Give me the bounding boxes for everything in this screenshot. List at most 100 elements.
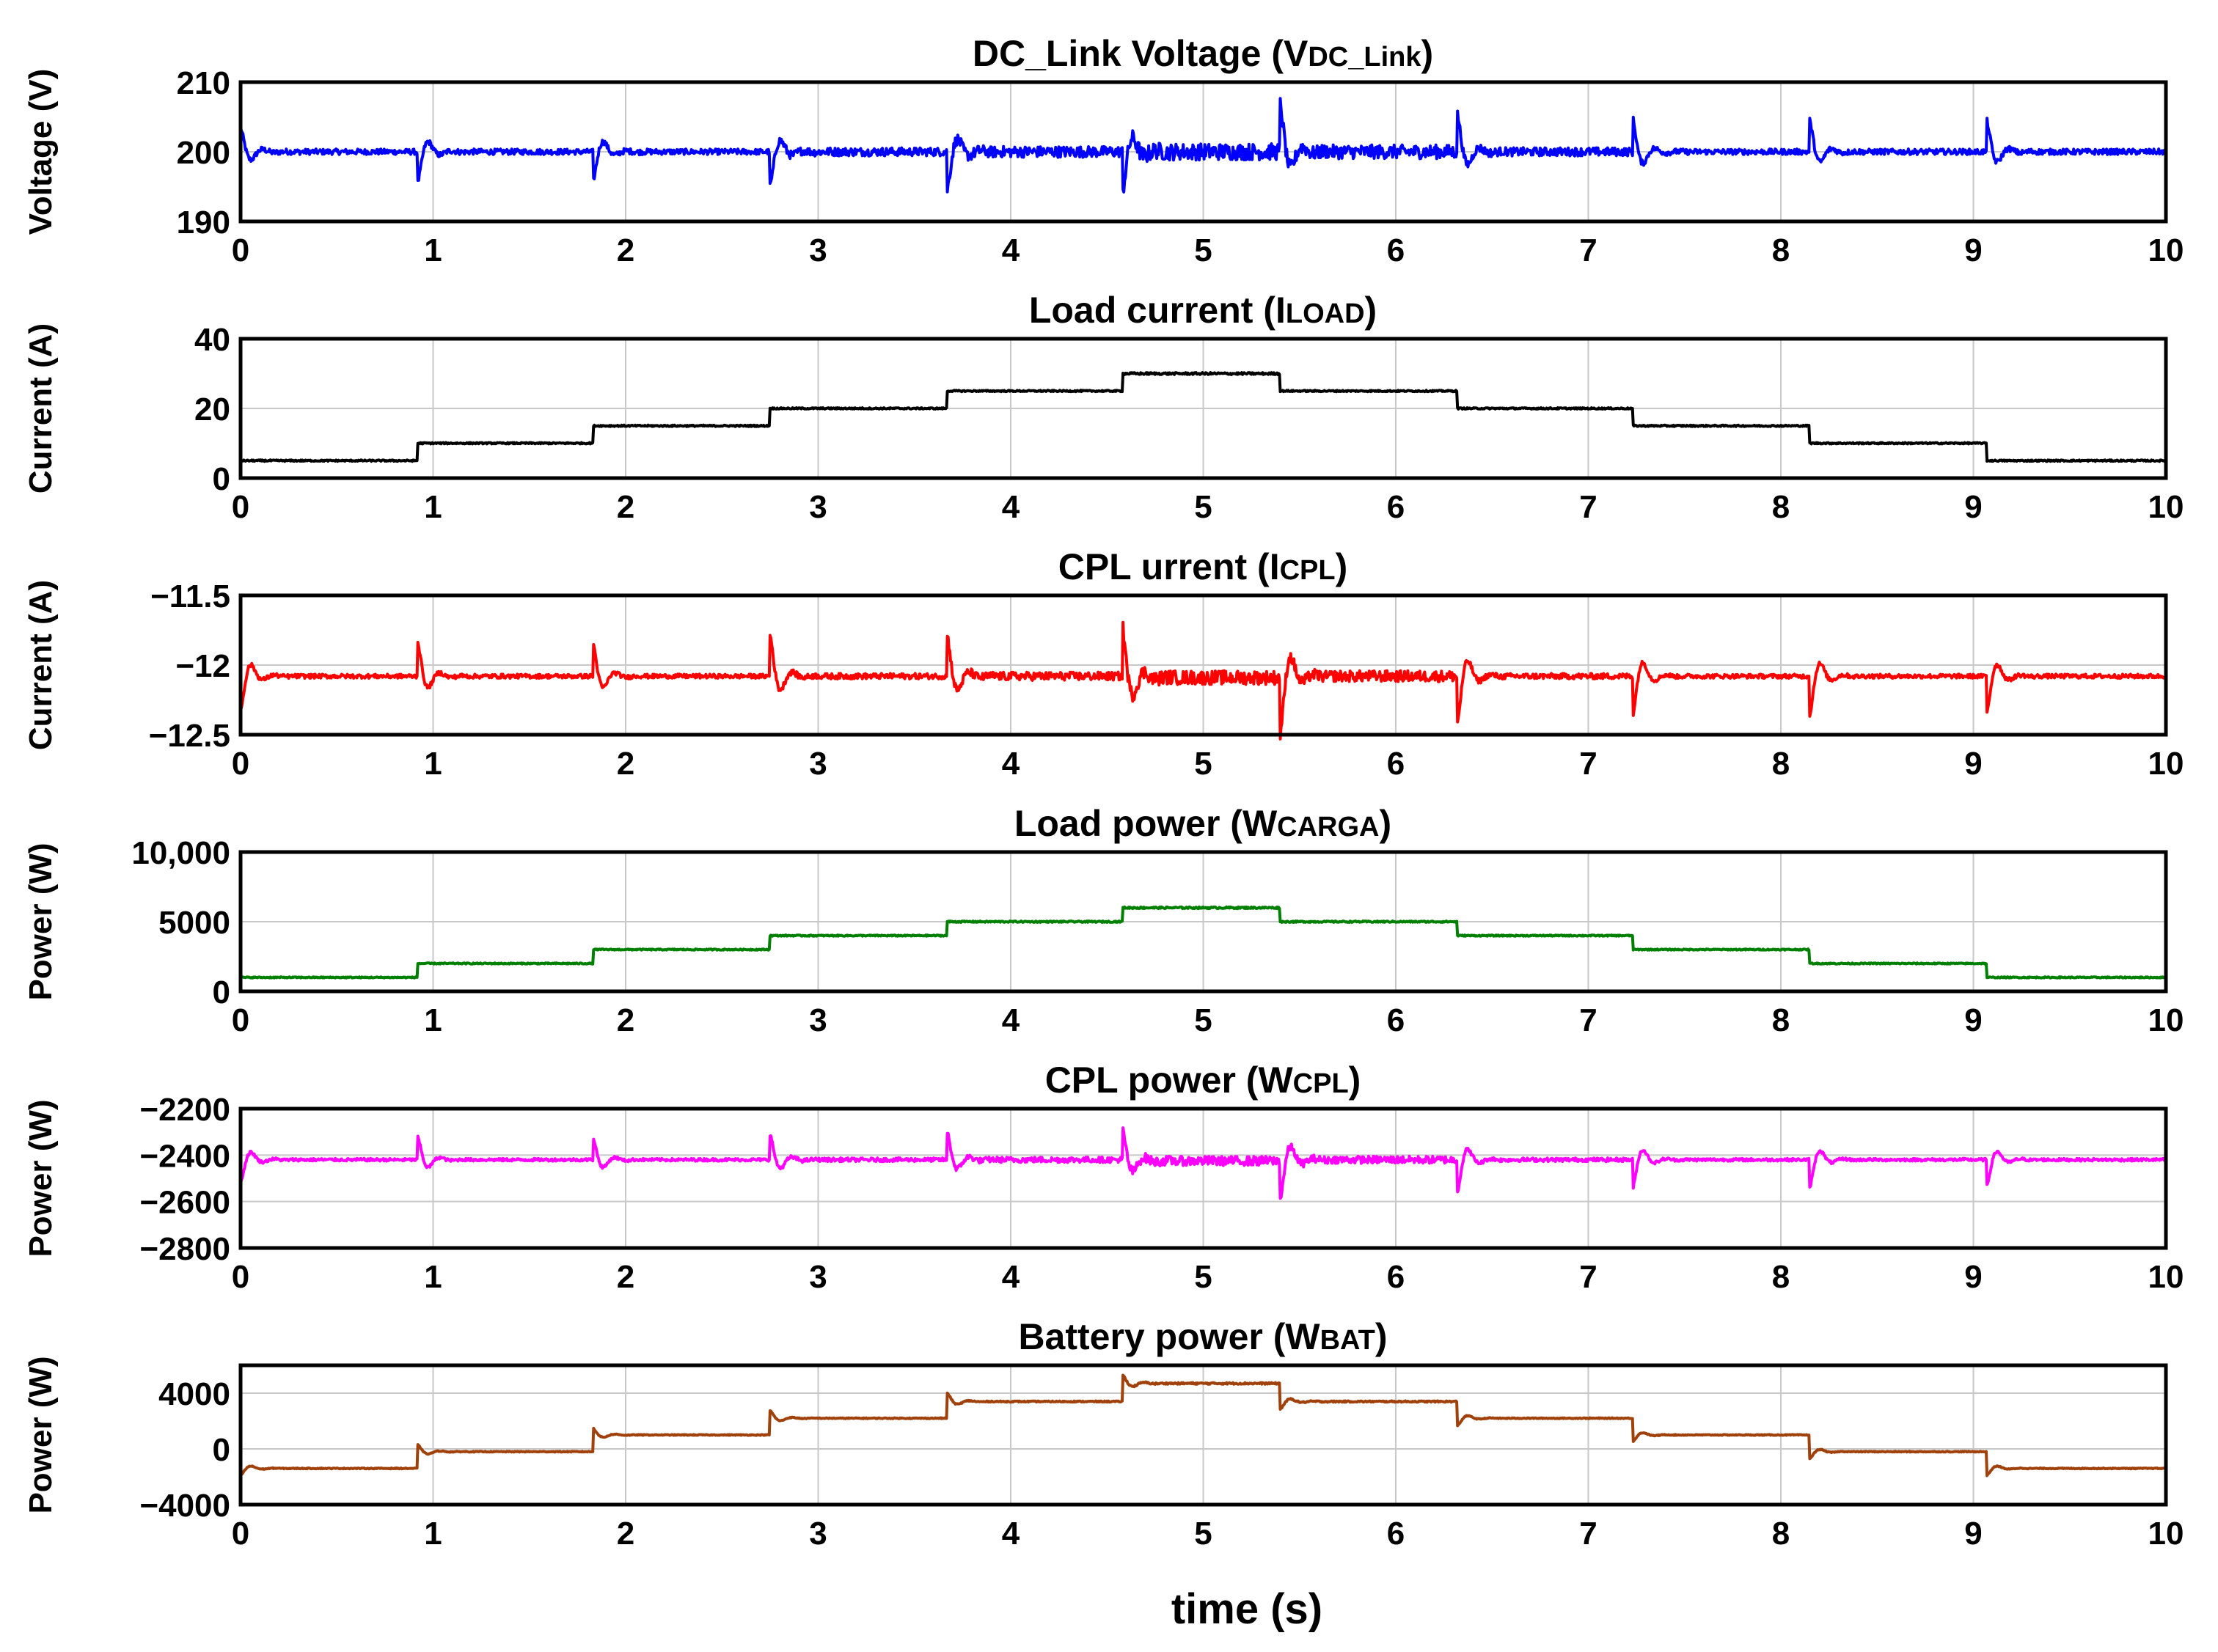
chart-title: Battery power (WBAT) xyxy=(1018,1316,1387,1357)
x-tick-label: 5 xyxy=(1194,232,1212,268)
chart-panel-4: 0 1 2 3 4 5 6 7 8 9 10 0 5000 10,000 Power (W) Load pow… xyxy=(23,803,2184,1038)
x-tick-label: 8 xyxy=(1772,1259,1790,1295)
x-tick-label: 2 xyxy=(617,489,634,525)
x-tick-label: 2 xyxy=(617,1259,634,1295)
plot-frame xyxy=(238,337,2168,480)
plot-frame xyxy=(238,1363,2168,1507)
x-tick-label: 0 xyxy=(232,232,249,268)
y-tick-label: 200 xyxy=(177,135,230,171)
x-tick-label: 9 xyxy=(1964,489,1982,525)
x-tick-label: 8 xyxy=(1772,1516,1790,1552)
y-tick-label: −2600 xyxy=(139,1185,230,1221)
series-line-WBAT xyxy=(240,1373,2167,1477)
x-tick-label: 1 xyxy=(424,746,442,782)
series-line-WCPL xyxy=(239,1126,2167,1200)
x-tick-label: 10 xyxy=(2148,1002,2184,1038)
x-tick-label: 3 xyxy=(809,1516,827,1552)
y-tick-label: −4000 xyxy=(139,1488,230,1524)
x-tick-label: 5 xyxy=(1194,1516,1212,1552)
chart-title: DC_Link Voltage (VDC_Link) xyxy=(973,33,1433,74)
x-tick-label: 6 xyxy=(1387,746,1405,782)
x-tick-label: 5 xyxy=(1194,1002,1212,1038)
x-tick-label: 8 xyxy=(1772,489,1790,525)
chart-panel-5: 0 1 2 3 4 5 6 7 8 9 10 −2800 −2600 −2400 −2200 Power (W… xyxy=(23,1060,2184,1295)
x-tick-label: 1 xyxy=(424,232,442,268)
x-tick-label: 9 xyxy=(1964,1259,1982,1295)
x-tick-label: 2 xyxy=(617,1002,634,1038)
plot-frame xyxy=(238,1106,2168,1250)
x-axis-label: time (s) xyxy=(1171,1585,1322,1633)
x-tick-label: 8 xyxy=(1772,232,1790,268)
y-tick-label: 210 xyxy=(177,65,230,101)
series-line-ICPL xyxy=(239,620,2167,741)
x-tick-label: 10 xyxy=(2148,1259,2184,1295)
x-tick-label: 5 xyxy=(1194,1259,1212,1295)
x-tick-label: 9 xyxy=(1964,1002,1982,1038)
x-tick-label: 10 xyxy=(2148,1516,2184,1552)
y-tick-label: 0 xyxy=(213,461,230,497)
x-tick-label: 4 xyxy=(1002,489,1020,525)
series-line-ILOAD xyxy=(240,371,2167,463)
chart-title: Load power (WCARGA) xyxy=(1014,803,1391,844)
y-tick-label: −12.5 xyxy=(149,718,230,754)
chart-panel-3: 0 1 2 3 4 5 6 7 8 9 10 −12.5 −12 −11.5 Current (A) CPL … xyxy=(23,546,2184,782)
chart-panel-2: 0 1 2 3 4 5 6 7 8 9 10 0 20 40 Current (A) Load current… xyxy=(23,290,2184,525)
x-tick-label: 3 xyxy=(809,489,827,525)
y-axis-label: Power (W) xyxy=(23,842,59,1000)
x-tick-label: 2 xyxy=(617,1516,634,1552)
y-tick-label: −2200 xyxy=(139,1092,230,1128)
x-tick-label: 1 xyxy=(424,1002,442,1038)
x-tick-label: 4 xyxy=(1002,1516,1020,1552)
x-tick-label: 0 xyxy=(232,489,249,525)
x-tick-label: 8 xyxy=(1772,1002,1790,1038)
x-tick-label: 1 xyxy=(424,1259,442,1295)
y-tick-label: 0 xyxy=(213,1432,230,1468)
x-tick-label: 8 xyxy=(1772,746,1790,782)
plot-frame xyxy=(238,593,2168,737)
x-tick-label: 3 xyxy=(809,1259,827,1295)
chart-panel-1: 0 1 2 3 4 5 6 7 8 9 10 190 200 210 Voltage (V) DC_Link … xyxy=(23,33,2184,268)
x-tick-label: 4 xyxy=(1002,1259,1020,1295)
y-axis-label: Current (A) xyxy=(23,580,59,750)
y-tick-label: −11.5 xyxy=(150,579,230,614)
x-tick-label: 6 xyxy=(1387,1002,1405,1038)
chart-title: CPL urrent (ICPL) xyxy=(1058,546,1348,587)
x-tick-label: 5 xyxy=(1194,489,1212,525)
y-tick-label: −12 xyxy=(175,648,230,684)
x-tick-label: 9 xyxy=(1964,1516,1982,1552)
x-tick-label: 10 xyxy=(2148,746,2184,782)
x-tick-label: 9 xyxy=(1964,746,1982,782)
x-tick-label: 1 xyxy=(424,489,442,525)
plot-frame xyxy=(238,850,2168,994)
y-tick-label: 5000 xyxy=(158,905,230,941)
chart-title: Load current (ILOAD) xyxy=(1029,290,1377,331)
x-tick-label: 4 xyxy=(1002,1002,1020,1038)
x-tick-label: 2 xyxy=(617,232,634,268)
x-tick-label: 1 xyxy=(424,1516,442,1552)
y-tick-label: 10,000 xyxy=(131,835,230,871)
y-tick-label: 190 xyxy=(177,205,230,241)
y-tick-label: 4000 xyxy=(158,1376,230,1412)
x-tick-label: 0 xyxy=(232,746,249,782)
x-tick-label: 6 xyxy=(1387,232,1405,268)
y-tick-label: −2400 xyxy=(139,1138,230,1174)
x-tick-label: 10 xyxy=(2148,489,2184,525)
x-tick-label: 7 xyxy=(1579,1002,1597,1038)
x-tick-label: 4 xyxy=(1002,746,1020,782)
y-tick-label: 40 xyxy=(194,322,230,358)
x-tick-label: 7 xyxy=(1579,1259,1597,1295)
y-axis-label: Power (W) xyxy=(23,1099,59,1257)
y-axis-label: Power (W) xyxy=(23,1356,59,1513)
y-tick-label: 0 xyxy=(213,974,230,1010)
x-tick-label: 0 xyxy=(232,1002,249,1038)
y-tick-label: −2800 xyxy=(139,1231,230,1267)
chart-title: CPL power (WCPL) xyxy=(1045,1060,1361,1101)
x-tick-label: 7 xyxy=(1579,746,1597,782)
x-tick-label: 7 xyxy=(1579,489,1597,525)
x-tick-label: 7 xyxy=(1579,1516,1597,1552)
x-tick-label: 2 xyxy=(617,746,634,782)
x-tick-label: 6 xyxy=(1387,1259,1405,1295)
